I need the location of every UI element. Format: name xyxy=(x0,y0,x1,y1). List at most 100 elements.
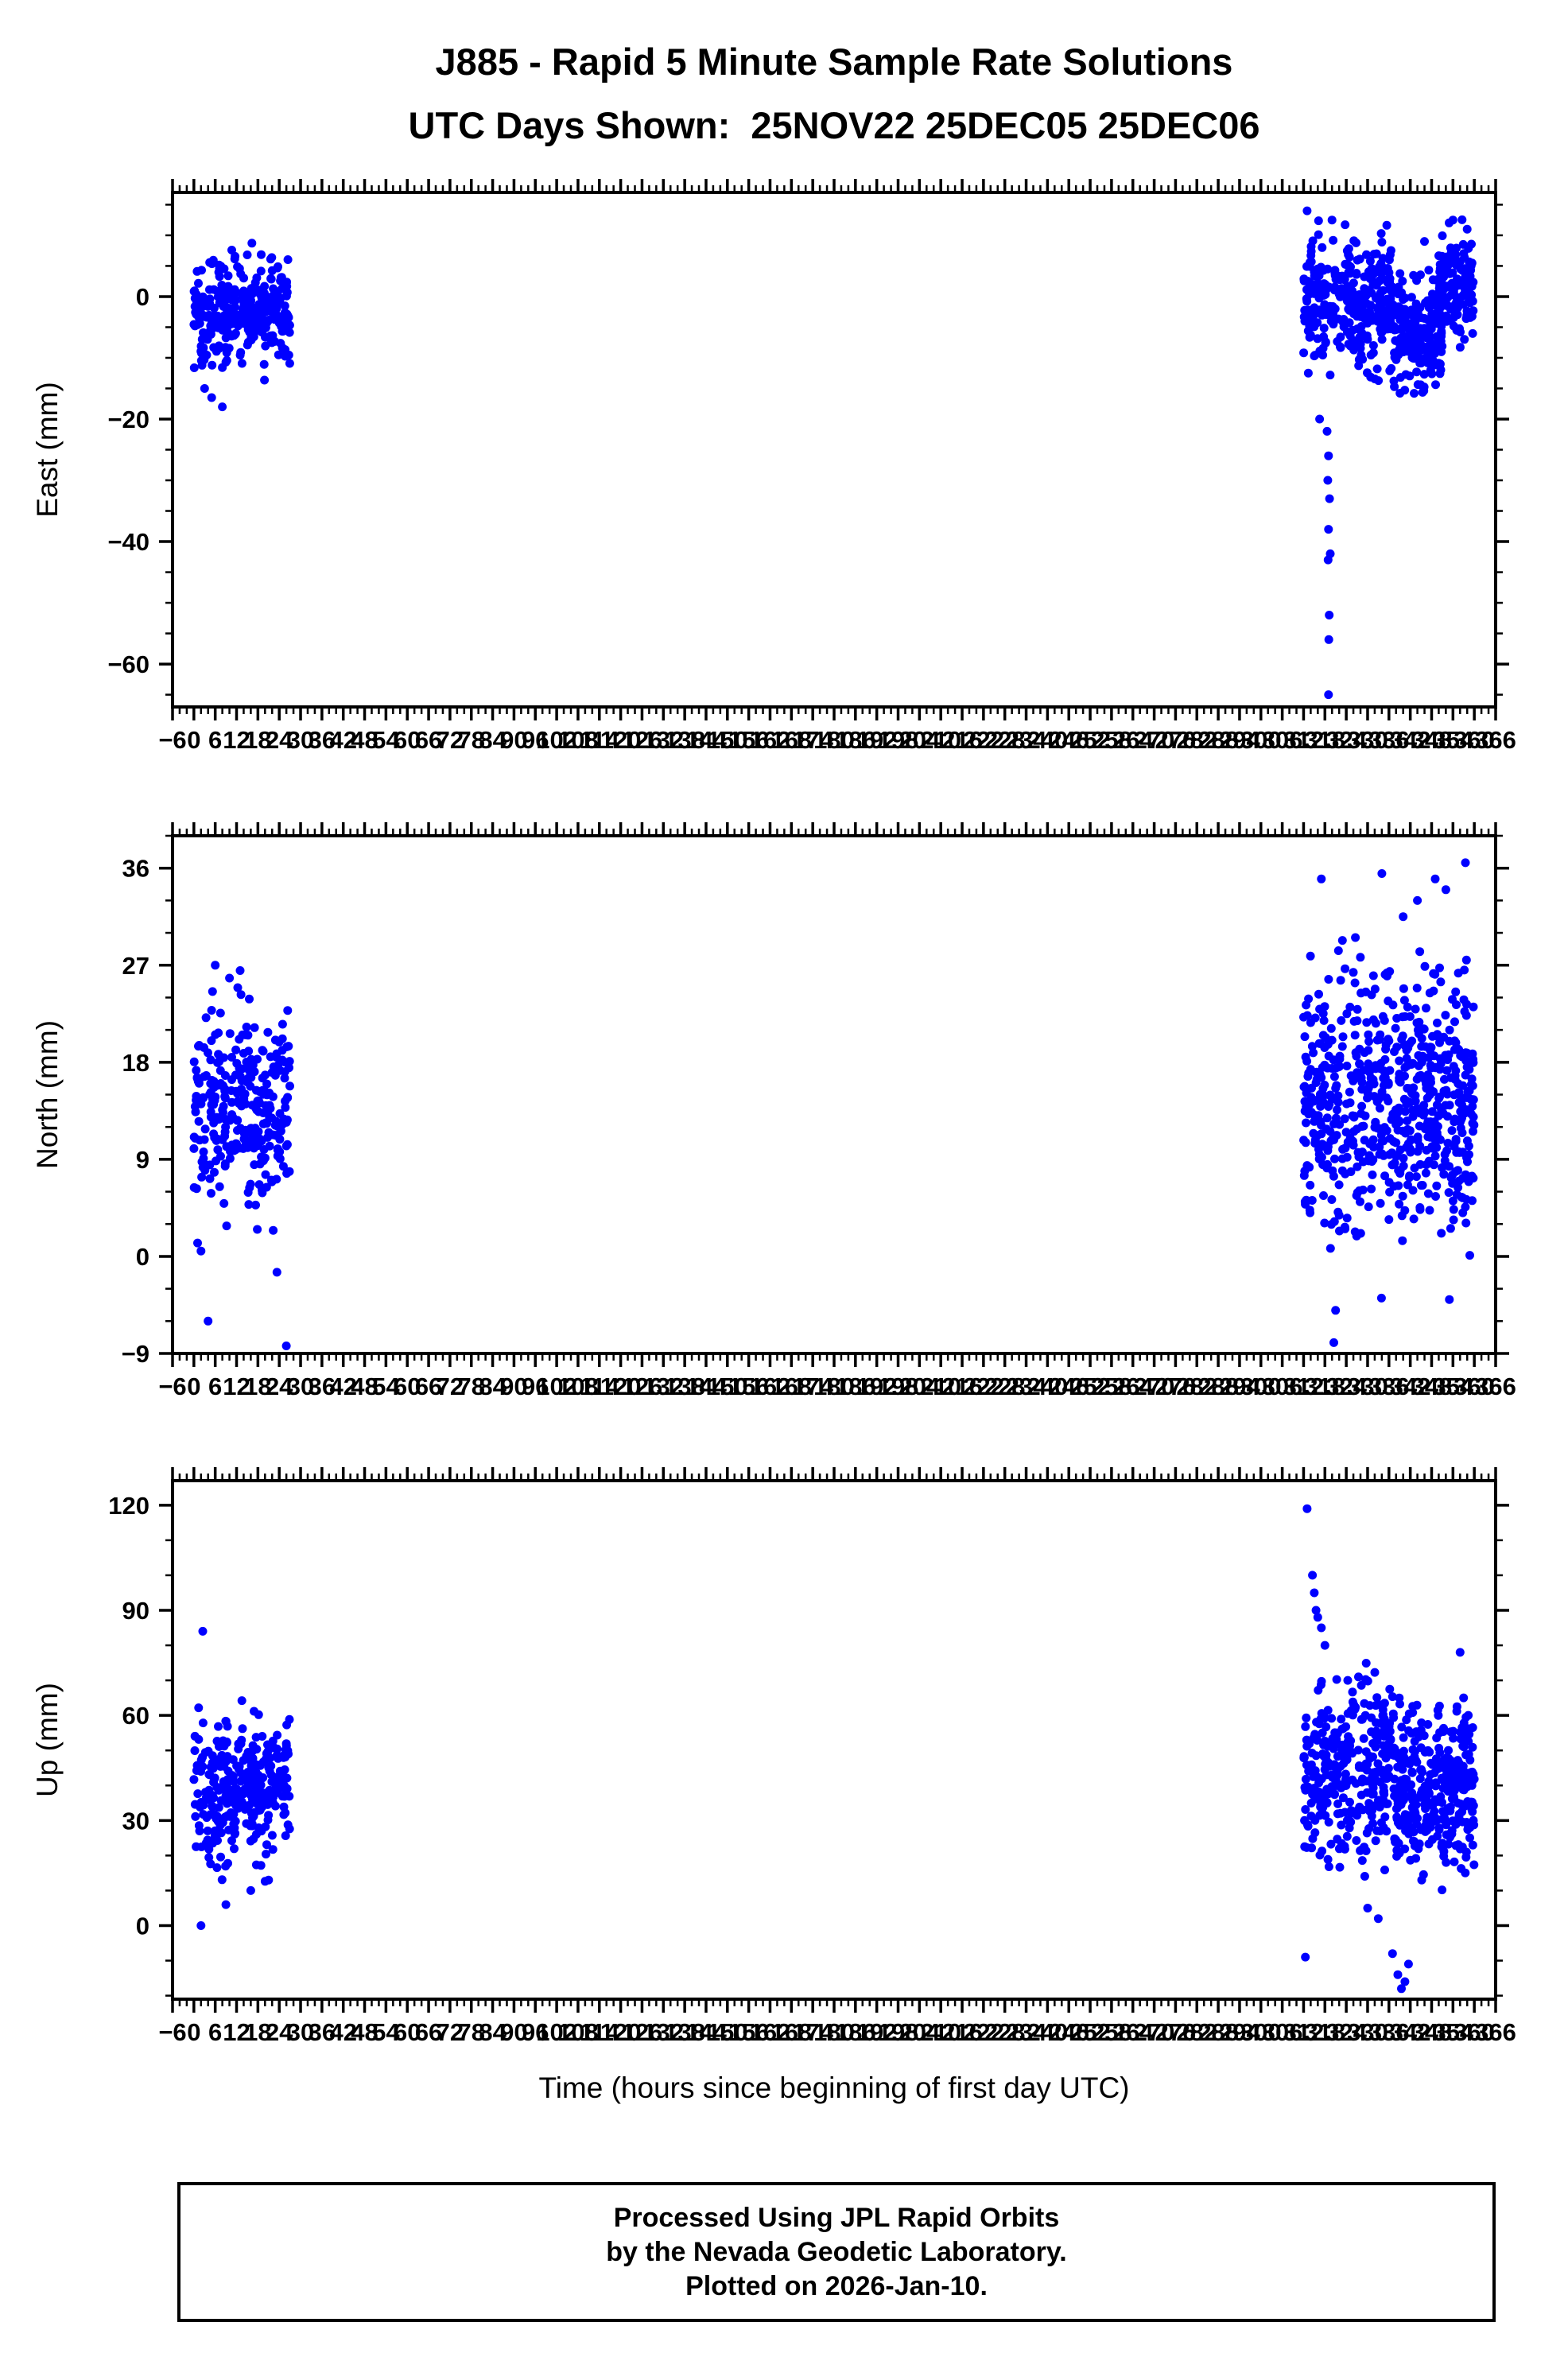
x-tick-label: 294 xyxy=(1219,1373,1260,1400)
x-tick-label: 102 xyxy=(536,2018,577,2046)
x-tick-label: 120 xyxy=(600,726,642,754)
x-tick-label: 258 xyxy=(1091,1373,1132,1400)
x-tick-label: 180 xyxy=(813,1373,855,1400)
x-tick-label: 24 xyxy=(266,1373,293,1400)
x-tick-label: 78 xyxy=(457,1373,484,1400)
x-tick-label: 132 xyxy=(642,726,684,754)
x-tick-label: 228 xyxy=(984,2018,1026,2046)
x-tick-label: 96 xyxy=(522,726,549,754)
y-tick-label: −9 xyxy=(122,1340,149,1368)
x-tick-label: 270 xyxy=(1134,2018,1175,2046)
footer-line-2: by the Nevada Geodetic Laboratory. xyxy=(606,2236,1067,2267)
x-tick-label: 156 xyxy=(728,1373,770,1400)
x-tick-label: 42 xyxy=(329,726,356,754)
x-tick-label: 84 xyxy=(479,1373,506,1400)
x-tick-label: 198 xyxy=(878,2018,919,2046)
x-tick-label: −6 xyxy=(158,726,186,754)
x-tick-label: 150 xyxy=(707,2018,748,2046)
x-tick-label: 36 xyxy=(309,726,336,754)
x-tick-label: 24 xyxy=(266,726,293,754)
x-tick-label: 204 xyxy=(898,726,940,754)
x-tick-label: 270 xyxy=(1134,1373,1175,1400)
x-tick-label: 192 xyxy=(856,1373,898,1400)
x-tick-label: 222 xyxy=(963,2018,1004,2046)
plot-title: J885 - Rapid 5 Minute Sample Rate Soluti… xyxy=(435,41,1233,83)
x-tick-label: 354 xyxy=(1432,1373,1473,1400)
x-tick-label: 234 xyxy=(1006,1373,1047,1400)
x-tick-label: 210 xyxy=(920,2018,961,2046)
x-tick-label: 336 xyxy=(1368,1373,1410,1400)
x-tick-label: 12 xyxy=(223,1373,250,1400)
x-tick-label: 78 xyxy=(457,726,484,754)
x-tick-label: 90 xyxy=(500,726,527,754)
x-tick-label: 18 xyxy=(244,2018,271,2046)
y-tick-label: 9 xyxy=(136,1146,149,1174)
x-tick-label: 252 xyxy=(1069,2018,1111,2046)
east-axis-label: East (mm) xyxy=(31,382,64,518)
x-tick-label: 348 xyxy=(1411,2018,1453,2046)
x-tick-label: 348 xyxy=(1411,1373,1453,1400)
up-axis-label: Up (mm) xyxy=(31,1683,64,1797)
x-tick-label: 240 xyxy=(1027,2018,1069,2046)
x-tick-label: 276 xyxy=(1155,1373,1197,1400)
x-tick-label: 114 xyxy=(580,1373,620,1400)
x-tick-label: 192 xyxy=(856,2018,898,2046)
x-tick-label: 42 xyxy=(329,1373,356,1400)
x-tick-label: −6 xyxy=(158,1373,186,1400)
x-tick-label: 246 xyxy=(1048,726,1089,754)
x-tick-label: 72 xyxy=(437,726,464,754)
x-tick-label: 0 xyxy=(187,726,200,754)
x-tick-label: 210 xyxy=(920,1373,961,1400)
x-tick-label: 240 xyxy=(1027,1373,1069,1400)
x-tick-label: 264 xyxy=(1112,1373,1154,1400)
x-tick-label: 204 xyxy=(898,1373,940,1400)
x-tick-label: 258 xyxy=(1091,2018,1132,2046)
x-tick-label: 132 xyxy=(642,1373,684,1400)
x-tick-label: 228 xyxy=(984,1373,1026,1400)
x-tick-label: 252 xyxy=(1069,726,1111,754)
x-tick-label: 6 xyxy=(208,726,222,754)
x-tick-label: 324 xyxy=(1325,2018,1367,2046)
x-tick-label: 12 xyxy=(223,726,250,754)
y-tick-label: 27 xyxy=(122,952,149,980)
x-tick-label: 336 xyxy=(1368,726,1410,754)
x-tick-label: 0 xyxy=(187,1373,200,1400)
x-tick-label: 138 xyxy=(664,2018,705,2046)
x-tick-label: 318 xyxy=(1304,1373,1345,1400)
x-tick-label: 96 xyxy=(522,1373,549,1400)
x-tick-label: 306 xyxy=(1262,726,1303,754)
x-tick-label: 30 xyxy=(287,2018,314,2046)
x-tick-label: 60 xyxy=(394,2018,421,2046)
x-tick-label: 312 xyxy=(1283,726,1325,754)
x-tick-label: 108 xyxy=(557,726,599,754)
x-tick-label: 54 xyxy=(372,2018,400,2046)
x-tick-label: 342 xyxy=(1390,726,1431,754)
x-tick-label: 294 xyxy=(1219,2018,1260,2046)
x-tick-label: 276 xyxy=(1155,2018,1197,2046)
x-tick-label: 366 xyxy=(1475,726,1516,754)
x-tick-label: 126 xyxy=(622,726,663,754)
east-scatter-points xyxy=(189,206,1478,700)
x-tick-label: 294 xyxy=(1219,726,1260,754)
x-tick-label: 168 xyxy=(770,1373,812,1400)
x-tick-label: 318 xyxy=(1304,2018,1345,2046)
x-tick-label: 114 xyxy=(580,726,620,754)
x-tick-label: 270 xyxy=(1134,726,1175,754)
x-tick-label: 174 xyxy=(792,726,833,754)
y-tick-label: 30 xyxy=(122,1807,149,1835)
x-tick-label: 282 xyxy=(1176,2018,1217,2046)
x-tick-label: 18 xyxy=(244,726,271,754)
x-tick-label: 48 xyxy=(351,1373,378,1400)
x-tick-label: 180 xyxy=(813,2018,855,2046)
x-tick-label: 366 xyxy=(1475,2018,1516,2046)
x-tick-label: 216 xyxy=(941,1373,983,1400)
x-tick-label: 252 xyxy=(1069,1373,1111,1400)
x-tick-label: 72 xyxy=(437,2018,464,2046)
x-tick-label: 282 xyxy=(1176,1373,1217,1400)
x-tick-label: 150 xyxy=(707,726,748,754)
y-tick-label: 0 xyxy=(136,283,149,311)
x-tick-label: 120 xyxy=(600,2018,642,2046)
x-tick-label: 102 xyxy=(536,1373,577,1400)
